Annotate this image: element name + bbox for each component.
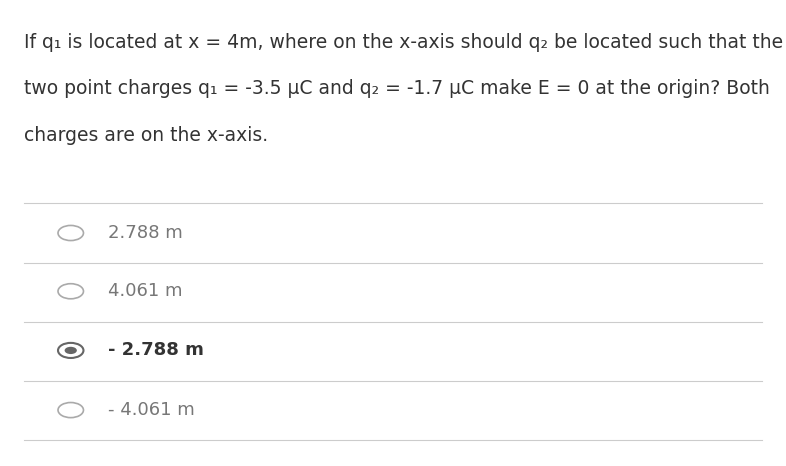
Text: If q₁ is located at x = 4m, where on the x-axis should q₂ be located such that t: If q₁ is located at x = 4m, where on the… xyxy=(24,33,783,52)
Circle shape xyxy=(64,347,77,354)
Text: - 2.788 m: - 2.788 m xyxy=(108,342,204,359)
Text: two point charges q₁ = -3.5 μC and q₂ = -1.7 μC make E = 0 at the origin? Both: two point charges q₁ = -3.5 μC and q₂ = … xyxy=(24,79,769,98)
Text: - 4.061 m: - 4.061 m xyxy=(108,401,195,419)
Text: 4.061 m: 4.061 m xyxy=(108,282,183,300)
Text: charges are on the x-axis.: charges are on the x-axis. xyxy=(24,126,268,145)
Text: 2.788 m: 2.788 m xyxy=(108,224,183,242)
